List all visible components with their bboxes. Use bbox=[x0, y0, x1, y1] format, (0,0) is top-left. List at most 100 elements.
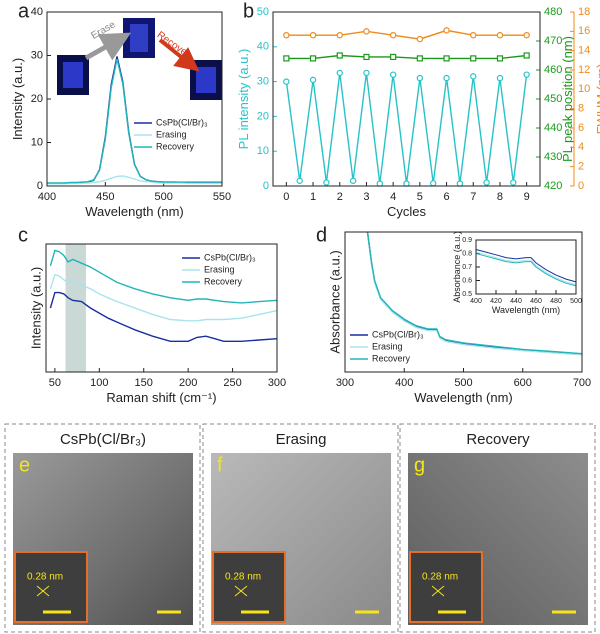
marker bbox=[523, 71, 530, 78]
legend-label: Erasing bbox=[204, 264, 235, 274]
marker bbox=[470, 32, 477, 39]
y-axis-title: PL intensity (a.u.) bbox=[236, 49, 251, 150]
x-tick-label: 300 bbox=[268, 377, 286, 389]
panel-letter: e bbox=[19, 454, 30, 476]
hrtem-inset bbox=[212, 551, 286, 623]
series-line bbox=[475, 253, 577, 287]
marker bbox=[296, 177, 303, 184]
panel-border bbox=[399, 423, 596, 633]
marker bbox=[376, 180, 383, 187]
plot-frame bbox=[45, 243, 278, 373]
x-tick-label: 1 bbox=[310, 191, 316, 203]
marker bbox=[389, 32, 397, 39]
y-tick-label: 14 bbox=[578, 45, 590, 57]
y-tick-label: 430 bbox=[544, 151, 562, 163]
y-axis-title: Intensity (a.u.) bbox=[10, 58, 25, 140]
plot-frame bbox=[272, 11, 541, 187]
image-title: Erasing bbox=[276, 431, 327, 448]
annotation: Recover bbox=[155, 30, 192, 61]
y-axis-title: Absorbance (a.u.) bbox=[452, 231, 462, 303]
y-axis-title: FWHM (nm) bbox=[594, 64, 600, 135]
hrtem-inset bbox=[14, 551, 88, 623]
panel-letter: a bbox=[18, 0, 30, 22]
y-tick-label: 0.6 bbox=[462, 277, 472, 284]
hrtem-inset bbox=[409, 551, 483, 623]
legend-label: CsPb(Cl/Br)₃ bbox=[372, 329, 424, 339]
x-axis-title: Wavelength (nm) bbox=[85, 204, 184, 219]
marker bbox=[309, 55, 317, 62]
marker bbox=[363, 53, 370, 61]
marker bbox=[523, 32, 530, 39]
x-tick-label: 420 bbox=[490, 298, 502, 305]
y-tick-label: 0 bbox=[37, 180, 43, 192]
y-tick-label: 0.5 bbox=[462, 291, 472, 298]
panel-letter: d bbox=[316, 224, 327, 246]
y-tick-label: 10 bbox=[31, 136, 43, 148]
x-tick-label: 700 bbox=[573, 377, 591, 389]
lattice-mark bbox=[36, 585, 50, 597]
x-tick-label: 5 bbox=[417, 191, 423, 203]
marker bbox=[309, 32, 317, 39]
y-tick-label: 30 bbox=[31, 49, 43, 61]
series-line bbox=[285, 72, 528, 184]
x-tick-label: 200 bbox=[179, 377, 197, 389]
lattice-mark bbox=[431, 585, 445, 597]
x-tick-label: 7 bbox=[470, 191, 476, 203]
x-tick-label: 0 bbox=[283, 191, 289, 203]
marker bbox=[443, 55, 450, 62]
marker bbox=[456, 180, 464, 187]
x-tick-label: 250 bbox=[223, 377, 241, 389]
marker bbox=[390, 53, 397, 61]
series-line bbox=[47, 58, 222, 184]
image-title: Recovery bbox=[466, 431, 530, 448]
y-tick-label: 18 bbox=[578, 6, 590, 18]
image-title: CsPb(Cl/Br₃) bbox=[60, 431, 146, 448]
x-tick-label: 4 bbox=[390, 191, 396, 203]
panel-border bbox=[202, 423, 399, 633]
marker bbox=[283, 32, 290, 39]
legend-label: Recovery bbox=[156, 141, 195, 151]
marker bbox=[470, 55, 477, 62]
marker bbox=[283, 78, 290, 85]
x-tick-label: 2 bbox=[337, 191, 343, 203]
legend-label: CsPb(Cl/Br)₃ bbox=[156, 117, 208, 127]
marker bbox=[496, 32, 504, 39]
y-tick-label: 440 bbox=[544, 122, 562, 134]
x-tick-label: 400 bbox=[395, 377, 413, 389]
legend-label: Erasing bbox=[372, 341, 403, 351]
x-tick-label: 480 bbox=[550, 298, 562, 305]
y-tick-label: 4 bbox=[578, 141, 584, 153]
y-tick-label: 460 bbox=[544, 64, 562, 76]
series-line bbox=[286, 54, 527, 60]
x-tick-label: 500 bbox=[454, 377, 472, 389]
scale-text: 0.28 nm bbox=[225, 572, 261, 583]
scale-text: 0.28 nm bbox=[27, 572, 63, 583]
series-line bbox=[475, 249, 577, 283]
x-tick-label: 3 bbox=[363, 191, 369, 203]
marker bbox=[416, 35, 424, 43]
marker bbox=[336, 52, 343, 59]
x-tick-label: 460 bbox=[530, 298, 542, 305]
marker bbox=[416, 55, 423, 62]
x-tick-label: 450 bbox=[96, 191, 114, 203]
y-tick-label: 0.8 bbox=[462, 250, 472, 257]
series-line bbox=[286, 29, 527, 40]
panel-letter: c bbox=[18, 224, 28, 246]
y-tick-label: 10 bbox=[257, 145, 269, 157]
marker bbox=[389, 71, 397, 78]
marker bbox=[323, 179, 330, 186]
x-tick-label: 50 bbox=[49, 377, 61, 389]
lattice-mark bbox=[234, 585, 248, 597]
x-axis-title: Cycles bbox=[387, 204, 427, 219]
marker bbox=[363, 28, 370, 35]
y-tick-label: 6 bbox=[578, 122, 584, 134]
tem-images: CsPb(Cl/Br₃) e 0.28 nm Erasing f 0.28 nm Recov… bbox=[4, 423, 596, 633]
marker bbox=[363, 69, 370, 77]
marker bbox=[309, 76, 317, 84]
y-axis-title: PL peak position (nm) bbox=[560, 36, 575, 162]
plot-frame bbox=[46, 11, 223, 187]
y-tick-label: 2 bbox=[578, 161, 584, 173]
x-axis-title: Wavelength (nm) bbox=[414, 390, 513, 405]
panel-letter: g bbox=[414, 454, 425, 476]
